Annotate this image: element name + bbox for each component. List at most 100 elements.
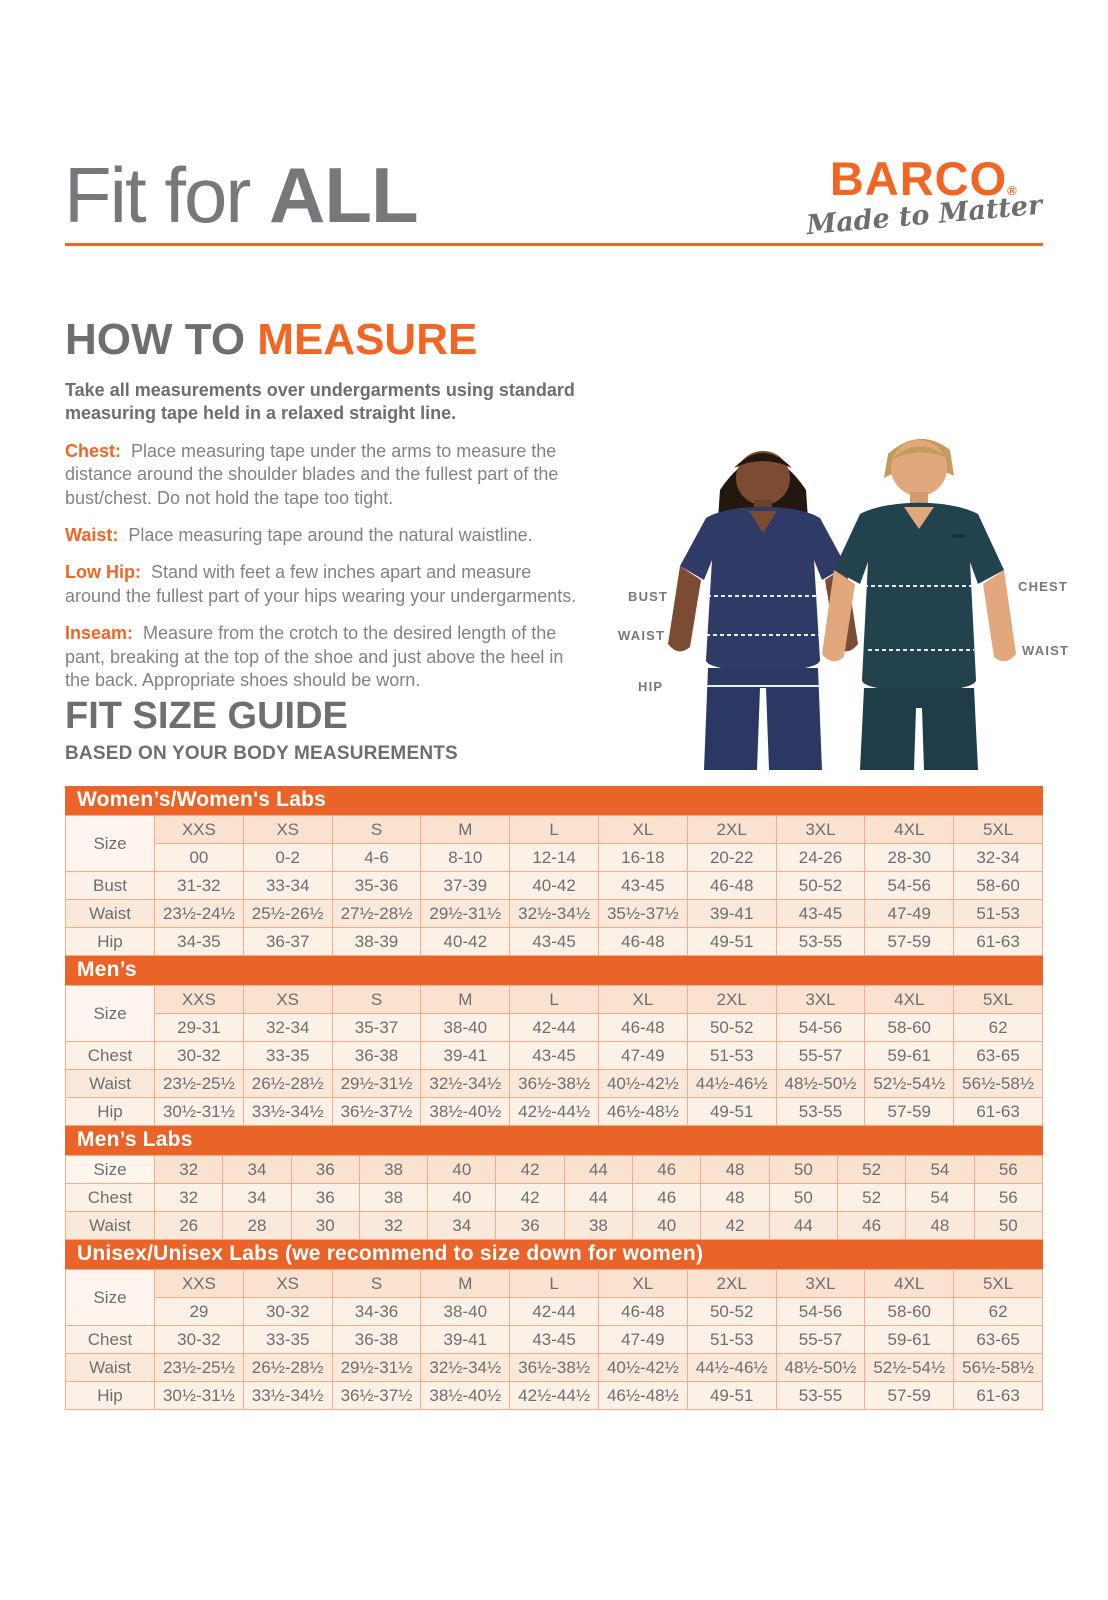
size-column-header: 2XL — [686, 985, 777, 1014]
numeric-size-cell: 46-48 — [597, 1013, 688, 1042]
measurement-cell: 47-49 — [864, 899, 955, 928]
row-label: Chest — [65, 1183, 155, 1212]
measurement-cell: 40 — [427, 1183, 497, 1212]
measurement-cell: 30½-31½ — [154, 1381, 244, 1410]
measurement-cell: 55-57 — [775, 1325, 866, 1354]
numeric-size-cell: 32-34 — [242, 1013, 333, 1042]
measurement-cell: 26½-28½ — [242, 1069, 333, 1098]
measurement-cell: 61-63 — [953, 1097, 1043, 1126]
page-title-regular: Fit for — [64, 151, 251, 239]
numeric-size-cell: 28-30 — [864, 843, 955, 872]
measurement-cell: 36 — [290, 1183, 360, 1212]
measurement-cell: 56½-58½ — [953, 1353, 1043, 1382]
measurement-row-hip: Hip 34-35 36-37 38-39 40-42 43-45 46-48 49-51 53… — [65, 927, 1043, 956]
size-column-header: M — [420, 815, 511, 844]
size-column-header: 46 — [632, 1155, 702, 1184]
measurement-cell: 42 — [700, 1211, 770, 1240]
size-column-header: 42 — [495, 1155, 565, 1184]
measurement-cell: 25½-26½ — [242, 899, 333, 928]
numeric-size-cell: 32-34 — [953, 843, 1043, 872]
measurement-row-waist: Waist 23½-24½ 25½-26½ 27½-28½ 29½-31½ 32½-34½… — [65, 899, 1043, 928]
measurement-cell: 40-42 — [509, 871, 599, 900]
measurement-cell: 52½-54½ — [864, 1353, 955, 1382]
measurement-cell: 46-48 — [597, 927, 688, 956]
measurement-cell: 42 — [495, 1183, 565, 1212]
row-label: Hip — [65, 1381, 155, 1410]
size-header-row: Size XXS XS S M L XL 2XL 3XL 4XL 5XL — [65, 1269, 1043, 1326]
size-chart-womens: Size XXS XS S M L XL 2XL 3XL 4XL 5XL 00 0-2 4-6 8-10 12… — [65, 815, 1043, 956]
size-column-header: 34 — [222, 1155, 292, 1184]
measurement-cell: 40-42 — [420, 927, 511, 956]
measurement-cell: 38-39 — [331, 927, 422, 956]
measurement-cell: 51-53 — [686, 1041, 777, 1070]
measurement-cell: 53-55 — [775, 1381, 866, 1410]
measurement-cell: 49-51 — [686, 1097, 777, 1126]
measurement-cell: 26½-28½ — [242, 1353, 333, 1382]
measurement-cell: 56½-58½ — [953, 1069, 1043, 1098]
measurement-cell: 36-38 — [331, 1041, 422, 1070]
row-label: Waist — [65, 1069, 155, 1098]
measurement-cell: 38½-40½ — [420, 1097, 511, 1126]
numeric-size-cell: 38-40 — [420, 1013, 511, 1042]
measurement-cell: 42½-44½ — [509, 1381, 599, 1410]
measurement-row-chest: Chest 30-32 33-35 36-38 39-41 43-45 47-49 51-53… — [65, 1325, 1043, 1354]
measurement-cell: 39-41 — [420, 1041, 511, 1070]
measurement-cell: 50 — [973, 1211, 1044, 1240]
table-title-mens: Men’s — [65, 956, 1043, 985]
measurement-cell: 44½-46½ — [686, 1069, 777, 1098]
numeric-size-cell: 50-52 — [686, 1297, 777, 1326]
measurement-cell: 57-59 — [864, 927, 955, 956]
models-photo: BUST WAIST HIP CHEST WAIST — [608, 418, 1108, 770]
row-label: Chest — [65, 1325, 155, 1354]
size-label-cell: Size — [65, 1269, 155, 1326]
numeric-size-cell: 42-44 — [509, 1013, 599, 1042]
measurement-row-waist: Waist 23½-25½ 26½-28½ 29½-31½ 32½-34½ 36½-38½… — [65, 1069, 1043, 1098]
size-tables: Women’s/Women's Labs Size XXS XS S M L XL 2XL 3XL… — [65, 786, 1044, 1410]
measurement-cell: 48½-50½ — [775, 1353, 866, 1382]
row-label: Hip — [65, 927, 155, 956]
measurement-row-waist: Waist 23½-25½ 26½-28½ 29½-31½ 32½-34½ 36½-38½… — [65, 1353, 1043, 1382]
size-column-header: L — [509, 985, 599, 1014]
size-column-header: 48 — [700, 1155, 770, 1184]
numeric-size-cell: 4-6 — [331, 843, 422, 872]
table-title-unisex: Unisex/Unisex Labs (we recommend to size… — [65, 1240, 1043, 1269]
bust-label: BUST — [628, 589, 668, 604]
size-column-header: M — [420, 1269, 511, 1298]
measurement-cell: 23½-25½ — [154, 1353, 244, 1382]
row-label: Bust — [65, 871, 155, 900]
measurement-cell: 39-41 — [420, 1325, 511, 1354]
numeric-size-cell: 35-37 — [331, 1013, 422, 1042]
size-column-header: M — [420, 985, 511, 1014]
measurement-cell: 43-45 — [775, 899, 866, 928]
numeric-size-row: 00 0-2 4-6 8-10 12-14 16-18 20-22 24-26 28-30 32-… — [66, 843, 1043, 872]
measurement-cell: 30-32 — [154, 1325, 244, 1354]
size-column-header: 5XL — [953, 1269, 1043, 1298]
measurement-cell: 33-35 — [242, 1325, 333, 1354]
measurement-cell: 56 — [973, 1183, 1044, 1212]
measurement-cell: 23½-24½ — [154, 899, 244, 928]
models-illustration: BUST WAIST HIP CHEST WAIST — [618, 438, 1068, 770]
measurement-cell: 37-39 — [420, 871, 511, 900]
measurement-cell: 50-52 — [775, 871, 866, 900]
measurement-cell: 44 — [768, 1211, 838, 1240]
size-column-header: S — [331, 815, 422, 844]
measurement-cell: 28 — [222, 1211, 292, 1240]
size-column-header: 54 — [905, 1155, 975, 1184]
measurement-cell: 32½-34½ — [420, 1069, 511, 1098]
header-divider — [65, 243, 1043, 246]
numeric-size-cell: 00 — [154, 843, 244, 872]
measurement-cell: 36-37 — [242, 927, 333, 956]
size-column-header: L — [509, 815, 599, 844]
measurement-cell: 36½-37½ — [331, 1381, 422, 1410]
numeric-size-cell: 29 — [154, 1297, 244, 1326]
size-column-header: 50 — [768, 1155, 838, 1184]
size-column-header: XL — [597, 1269, 688, 1298]
row-label: Waist — [65, 899, 155, 928]
measurement-cell: 54 — [905, 1183, 975, 1212]
size-label-cell: Size — [65, 1155, 155, 1184]
barco-wordmark: BARCO® — [829, 152, 1018, 205]
numeric-size-row: 29 30-32 34-36 38-40 42-44 46-48 50-52 54-56 58-… — [66, 1297, 1043, 1326]
size-label-cell: Size — [65, 985, 155, 1042]
measurement-cell: 59-61 — [864, 1325, 955, 1354]
numeric-size-cell: 38-40 — [420, 1297, 511, 1326]
